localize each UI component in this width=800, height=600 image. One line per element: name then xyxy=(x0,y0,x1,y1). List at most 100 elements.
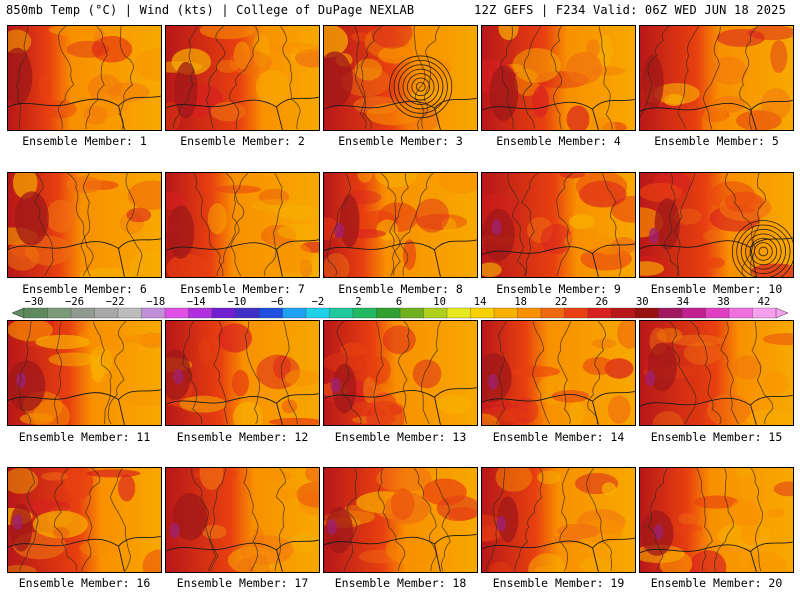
temperature-blotch xyxy=(118,474,136,502)
temperature-blotch xyxy=(76,328,129,351)
coastline xyxy=(482,243,635,277)
wind-contour xyxy=(343,468,358,572)
wind-contour xyxy=(173,26,198,130)
ensemble-member-map xyxy=(323,172,478,278)
wind-contour xyxy=(125,173,143,277)
ensemble-member-caption: Ensemble Member: 13 xyxy=(334,430,467,444)
ensemble-member-caption: Ensemble Member: 2 xyxy=(180,134,305,148)
temperature-blotch xyxy=(199,26,255,40)
hot-core xyxy=(167,205,195,259)
wind-contour xyxy=(674,173,696,277)
ensemble-member-caption: Ensemble Member: 20 xyxy=(650,576,783,590)
wind-contour xyxy=(601,173,622,277)
ensemble-member-caption: Ensemble Member: 17 xyxy=(176,576,309,590)
temperature-blotch xyxy=(745,409,793,425)
ensemble-member-map xyxy=(481,320,636,426)
temperature-blotch xyxy=(166,192,187,210)
ensemble-member-caption: Ensemble Member: 1 xyxy=(22,134,147,148)
temperature-blotch xyxy=(732,355,762,380)
temperature-blotch xyxy=(747,552,788,572)
wind-contour xyxy=(435,468,451,572)
temperature-blotch xyxy=(489,561,511,572)
cyclone-contour xyxy=(731,220,793,277)
extreme-hot-spot xyxy=(334,222,345,239)
temperature-blotch xyxy=(412,359,442,389)
ensemble-member-map xyxy=(481,467,636,573)
temperature-blotch xyxy=(277,223,319,240)
temperature-blotch xyxy=(378,46,411,64)
temperature-blotch xyxy=(568,214,595,230)
temperature-blotch xyxy=(678,513,696,525)
temperature-blotch xyxy=(341,67,391,97)
wind-contour xyxy=(689,321,722,425)
wind-contour xyxy=(514,468,544,572)
temperature-blotch xyxy=(252,33,270,67)
colorbar-swatch xyxy=(587,307,612,319)
wind-contour xyxy=(281,321,298,425)
ensemble-member-caption: Ensemble Member: 7 xyxy=(180,282,305,296)
temperature-blotch xyxy=(351,32,372,42)
temperature-blotch xyxy=(125,388,161,407)
colorbar-swatch xyxy=(611,307,636,319)
temperature-blotch xyxy=(441,218,457,233)
wind-contour xyxy=(750,173,767,277)
temperature-blotch xyxy=(724,191,764,213)
coastline xyxy=(640,394,793,425)
temperature-blotch xyxy=(582,357,615,376)
wind-contour xyxy=(587,321,607,425)
temperature-blotch xyxy=(166,101,181,130)
wind-contour xyxy=(647,468,668,572)
wind-contour xyxy=(586,468,613,572)
wind-contour xyxy=(354,26,372,130)
colorbar-tick-label: −30 xyxy=(24,296,44,308)
wind-contour xyxy=(556,173,573,277)
wind-contour xyxy=(359,26,383,130)
wind-contour xyxy=(550,26,563,130)
coastline xyxy=(324,387,477,425)
colorbar-swatch xyxy=(305,307,330,319)
coastline xyxy=(166,393,319,425)
coastline xyxy=(482,537,635,572)
colorbar-swatch xyxy=(728,307,753,319)
wind-contour xyxy=(598,26,613,130)
wind-contour xyxy=(327,173,352,277)
temperature-blotch xyxy=(324,253,350,277)
temperature-blotch xyxy=(566,105,590,130)
colorbar-swatch xyxy=(705,307,730,319)
temperature-blotch xyxy=(422,478,467,506)
ensemble-member-map xyxy=(639,25,794,131)
temperature-blotch xyxy=(683,341,722,365)
ensemble-member-map xyxy=(323,467,478,573)
hot-core xyxy=(482,208,515,262)
temperature-blotch xyxy=(703,229,722,242)
wind-contour xyxy=(230,173,249,277)
ensemble-member-caption: Ensemble Member: 9 xyxy=(496,282,621,296)
temperature-blotch xyxy=(304,468,319,483)
temperature-blotch xyxy=(236,558,255,572)
temperature-blotch xyxy=(231,369,250,397)
temperature-blotch xyxy=(66,40,110,58)
colorbar-tick-label: 10 xyxy=(433,296,446,308)
cyclone-contour xyxy=(758,246,769,257)
colorbar-swatch xyxy=(399,307,424,319)
temperature-blotch xyxy=(42,100,77,119)
wind-contour xyxy=(400,173,434,277)
temperature-blotch xyxy=(670,334,725,347)
colorbar-tick-label: 2 xyxy=(355,296,362,308)
temperature-blotch xyxy=(46,199,76,233)
wind-contour xyxy=(18,321,32,425)
wind-contour xyxy=(18,468,39,572)
temperature-blotch xyxy=(736,110,782,130)
temperature-blotch xyxy=(213,185,262,194)
temperature-blotch xyxy=(33,399,70,425)
temperature-blotch xyxy=(8,565,37,572)
cyclone-contour xyxy=(754,242,773,261)
wind-contour xyxy=(696,468,713,572)
wind-contour xyxy=(193,173,224,277)
ensemble-member-map xyxy=(639,467,794,573)
temperature-blotch xyxy=(601,482,617,496)
colorbar-swatch xyxy=(352,307,377,319)
temperature-blotch xyxy=(568,400,585,425)
temperature-blotch xyxy=(41,472,69,481)
temperature-blotch xyxy=(557,523,600,539)
